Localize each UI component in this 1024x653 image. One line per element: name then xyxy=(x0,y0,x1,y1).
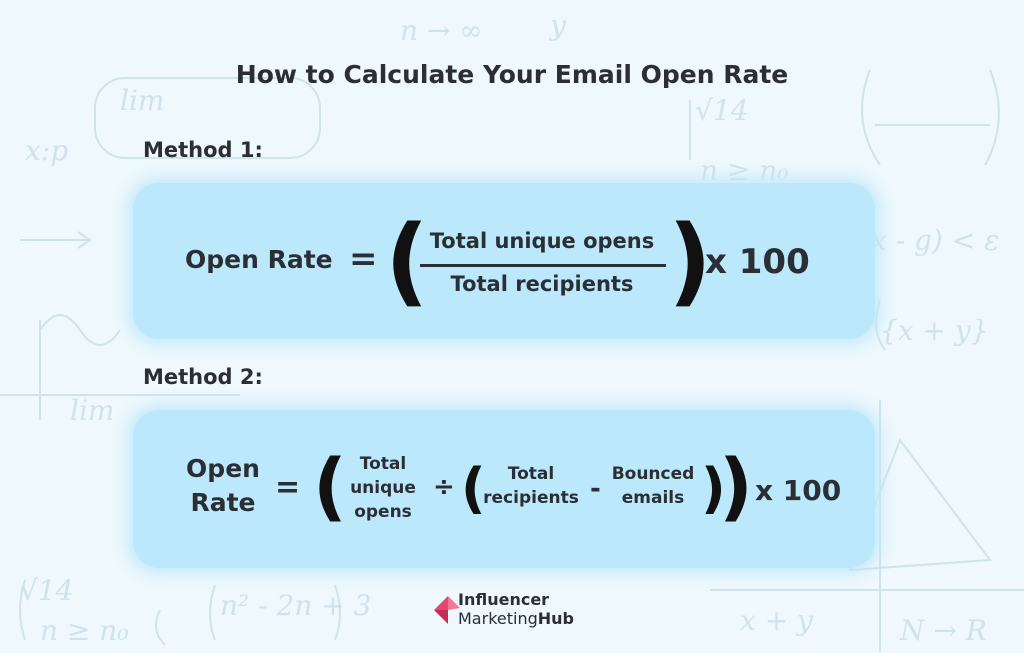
total-unique-opens-line3: opens xyxy=(354,502,412,522)
rate-label: Rate xyxy=(190,488,256,517)
total-unique-opens-line1: Total xyxy=(359,454,407,474)
minus-sign: - xyxy=(590,474,601,504)
svg-text:{x + y}: {x + y} xyxy=(880,314,989,347)
equals-sign: = xyxy=(275,470,301,505)
svg-text:n ≥ n₀: n ≥ n₀ xyxy=(700,154,789,187)
method-2-formula-card: Open Rate = ( Total unique opens ÷ ( Tot… xyxy=(133,410,875,568)
outer-left-parenthesis: ( xyxy=(313,444,347,530)
svg-text:x + y: x + y xyxy=(740,604,814,637)
outer-right-parenthesis: ) xyxy=(719,444,753,530)
brand-name-hub: Hub xyxy=(537,609,574,628)
brand-mark-icon xyxy=(434,596,460,624)
svg-text:y: y xyxy=(548,9,567,42)
influencer-marketing-hub-logo: Influencer MarketingHub xyxy=(432,590,602,630)
svg-text:N → R: N → R xyxy=(899,614,987,647)
open-label: Open xyxy=(186,454,260,483)
svg-text:lim: lim xyxy=(120,84,164,117)
fraction-bar xyxy=(420,264,666,267)
divide-sign: ÷ xyxy=(433,472,455,502)
svg-text:n → ∞: n → ∞ xyxy=(400,14,483,47)
total-unique-opens-line2: unique xyxy=(350,478,416,498)
brand-name-line1: Influencer xyxy=(458,590,550,609)
method-1-formula-card: Open Rate = ( Total unique opens Total r… xyxy=(133,183,875,339)
right-parenthesis: ) xyxy=(668,205,712,317)
inner-left-parenthesis: ( xyxy=(461,457,486,520)
bounced-emails-line2: emails xyxy=(621,488,685,508)
svg-text:n ≥ n₀: n ≥ n₀ xyxy=(40,614,129,647)
page-title: How to Calculate Your Email Open Rate xyxy=(235,60,789,89)
multiplier-text: x 100 xyxy=(755,474,842,507)
method-2-label: Method 2: xyxy=(143,365,263,389)
svg-text:(x - g) < ε: (x - g) < ε xyxy=(860,224,999,257)
svg-text:x:p: x:p xyxy=(25,134,68,167)
total-recipients-line1: Total xyxy=(507,464,555,484)
fraction-denominator: Total recipients xyxy=(450,272,634,296)
svg-text:n² - 2n + 3: n² - 2n + 3 xyxy=(220,589,371,622)
bounced-emails-line1: Bounced xyxy=(611,464,695,484)
method-1-label: Method 1: xyxy=(143,138,263,162)
left-parenthesis: ( xyxy=(385,205,429,317)
equals-sign: = xyxy=(349,239,378,279)
brand-name-marketing: Marketing xyxy=(458,609,538,628)
open-rate-label: Open Rate xyxy=(185,245,333,274)
inner-right-parenthesis: ) xyxy=(701,457,726,520)
svg-text:√14: √14 xyxy=(695,94,748,127)
multiplier-text: x 100 xyxy=(705,242,810,282)
svg-text:lim: lim xyxy=(70,394,114,427)
total-recipients-line2: recipients xyxy=(483,488,579,508)
fraction-numerator: Total unique opens xyxy=(429,229,655,253)
svg-text:√14: √14 xyxy=(20,574,73,607)
